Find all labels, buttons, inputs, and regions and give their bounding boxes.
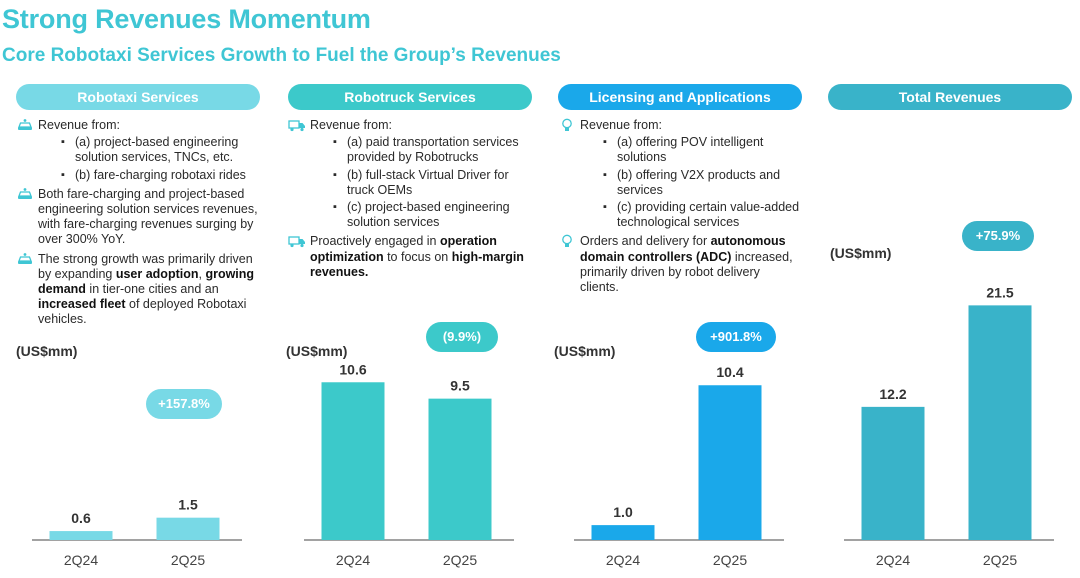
body-text: Revenue from: [310, 118, 392, 132]
description-paragraph: Revenue from: (a) offering POV intelligen… [558, 118, 802, 230]
value-label-2q24: 0.6 [71, 510, 91, 526]
tick-label-2q25: 2Q25 [443, 552, 477, 568]
licensing-description: Revenue from: (a) offering POV intelligen… [558, 118, 802, 299]
car-icon [16, 118, 34, 132]
value-label-2q25: 1.5 [178, 497, 198, 513]
description-paragraph: The strong growth was primarily driven b… [16, 252, 260, 328]
bar-2q24 [49, 531, 113, 540]
emphasis-text: increased fleet [38, 297, 126, 312]
bullet-item: (b) full-stack Virtual Driver for truck … [310, 168, 532, 198]
value-label-2q25: 9.5 [450, 378, 470, 394]
bullet-item: (a) offering POV intelligent solutions [580, 135, 802, 165]
body-text: Both fare-charging and project-based eng… [38, 186, 258, 247]
bullet-item: (b) fare-charging robotaxi rides [38, 168, 260, 183]
licensing-unit-label: (US$mm) [554, 343, 616, 359]
value-label-2q24: 12.2 [879, 386, 906, 402]
description-paragraph: Proactively engaged in operation optimiz… [288, 234, 532, 280]
robotaxi-growth-badge: +157.8% [146, 389, 222, 419]
description-paragraph: Revenue from: (a) project-based engineeri… [16, 118, 260, 183]
robotruck-chart: 10.6 2Q24 9.5 2Q25 [304, 361, 514, 568]
total-column: Total Revenues (US$mm) +75.9% 12.2 2Q24 21… [828, 84, 1072, 578]
robotruck-description: Revenue from: (a) paid transportation ser… [288, 118, 532, 284]
bar-2q25 [968, 305, 1032, 540]
tick-label-2q25: 2Q25 [171, 552, 205, 568]
truck-icon [288, 118, 306, 132]
emphasis-text: high-margin revenues. [310, 249, 524, 279]
description-paragraph: Both fare-charging and project-based eng… [16, 187, 260, 248]
value-label-2q25: 21.5 [986, 284, 1013, 300]
bar-2q25 [428, 398, 492, 540]
licensing-column: Licensing and Applications Revenue from:… [554, 84, 802, 578]
total-unit-label: (US$mm) [830, 245, 892, 261]
car-icon [16, 252, 34, 266]
robotaxi-header: Robotaxi Services [16, 84, 260, 110]
tick-label-2q24: 2Q24 [606, 552, 640, 568]
bar-2q25 [698, 385, 762, 540]
bar-2q24 [861, 406, 925, 540]
body-text: Proactively engaged in [310, 234, 440, 249]
car-icon [16, 187, 34, 201]
emphasis-text: user adoption [115, 266, 199, 281]
body-text: Revenue from: [38, 118, 120, 132]
page-subtitle: Core Robotaxi Services Growth to Fuel th… [2, 45, 561, 66]
robotruck-growth-badge: (9.9%) [426, 322, 498, 352]
page-title: Strong Revenues Momentum [2, 4, 371, 34]
total-growth-badge: +75.9% [962, 221, 1034, 251]
bullet-item: (a) project-based engineering solution s… [38, 135, 260, 165]
licensing-chart: 1.0 2Q24 10.4 2Q25 [574, 364, 784, 568]
robotruck-header: Robotruck Services [288, 84, 532, 110]
bar-2q24 [321, 382, 385, 540]
description-paragraph: Orders and delivery for autonomous domai… [558, 234, 802, 295]
body-text: The strong growth was primarily driven b… [38, 251, 253, 281]
body-text: to focus on [383, 249, 452, 264]
bullet-item: (c) providing certain value-added techno… [580, 200, 802, 230]
tick-label-2q24: 2Q24 [876, 552, 910, 568]
emphasis-text: operation optimization [310, 234, 497, 264]
bullet-item: (b) offering V2X products and services [580, 168, 802, 198]
bar-2q24 [591, 525, 655, 540]
robotruck-unit-label: (US$mm) [286, 343, 348, 359]
tick-label-2q24: 2Q24 [64, 552, 98, 568]
lightbulb-icon [558, 234, 576, 248]
tick-label-2q24: 2Q24 [336, 552, 370, 568]
emphasis-text: autonomous domain controllers (ADC) [580, 234, 786, 264]
value-label-2q25: 10.4 [716, 364, 743, 380]
bar-2q25 [156, 517, 220, 540]
robotaxi-column: Robotaxi Services Revenue from: (a) proje… [16, 84, 260, 578]
total-header: Total Revenues [828, 84, 1072, 110]
body-text: Orders and delivery for [580, 234, 711, 249]
truck-icon [288, 234, 306, 248]
tick-label-2q25: 2Q25 [983, 552, 1017, 568]
robotaxi-unit-label: (US$mm) [16, 343, 78, 359]
body-text: increased, primarily driven by robot del… [580, 249, 793, 295]
robotaxi-chart: 0.6 2Q24 1.5 2Q25 [32, 497, 242, 568]
bullet-item: (a) paid transportation services provide… [310, 135, 532, 165]
value-label-2q24: 10.6 [339, 361, 366, 377]
total-chart: 12.2 2Q24 21.5 2Q25 [844, 284, 1054, 568]
body-text: Revenue from: [580, 118, 662, 132]
body-text: in tier-one cities and an [85, 282, 219, 297]
licensing-header: Licensing and Applications [558, 84, 802, 110]
tick-label-2q25: 2Q25 [713, 552, 747, 568]
robotaxi-description: Revenue from: (a) project-based engineeri… [16, 118, 260, 332]
emphasis-text: growing demand [38, 266, 255, 297]
licensing-growth-badge: +901.8% [696, 322, 776, 352]
robotruck-column: Robotruck Services Revenue from: (a) paid… [286, 84, 532, 578]
body-text: of deployed Robotaxi vehicles. [38, 297, 247, 327]
body-text: , [198, 266, 206, 281]
bullet-item: (c) project-based engineering solution s… [310, 200, 532, 230]
lightbulb-icon [558, 118, 576, 132]
value-label-2q24: 1.0 [613, 504, 633, 520]
description-paragraph: Revenue from: (a) paid transportation ser… [288, 118, 532, 230]
